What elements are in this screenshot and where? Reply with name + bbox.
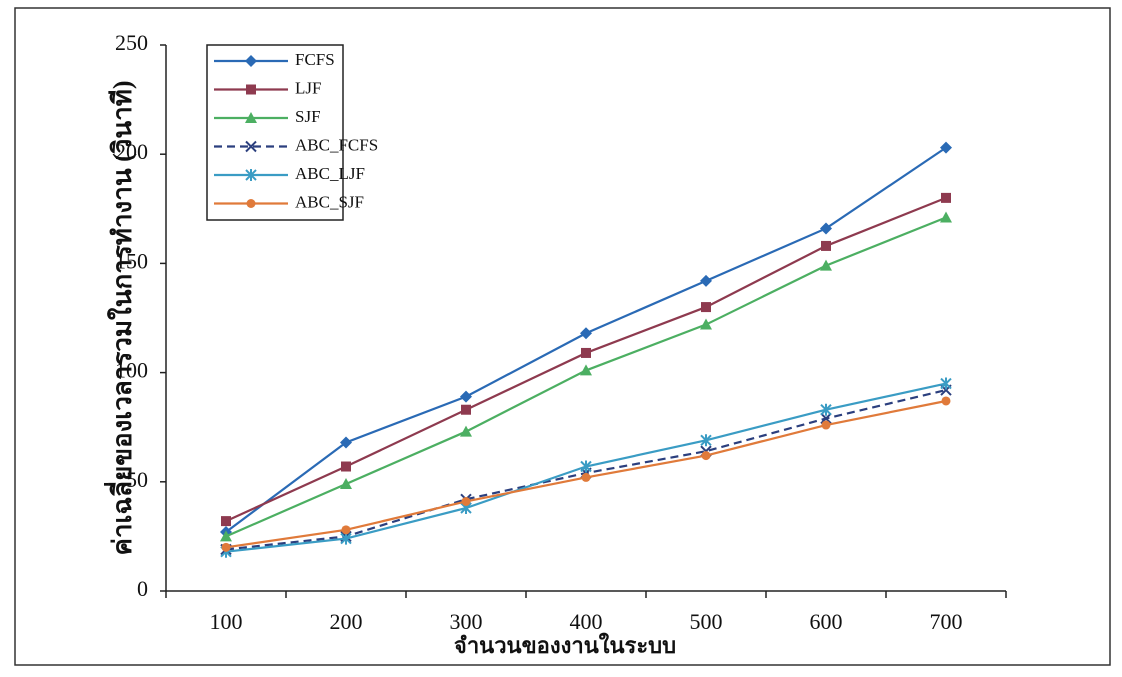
legend-label: ABC_SJF (295, 192, 364, 211)
marker (701, 451, 711, 461)
marker (940, 141, 952, 154)
x-tick-label: 400 (570, 609, 603, 634)
x-tick-label: 600 (810, 609, 843, 634)
y-tick-label: 200 (115, 139, 148, 164)
marker (700, 434, 712, 447)
legend-marker (245, 55, 257, 67)
marker (821, 420, 831, 430)
marker (580, 364, 592, 376)
legend-label: ABC_FCFS (295, 135, 378, 154)
marker (700, 274, 712, 287)
legend-label: SJF (295, 107, 321, 126)
marker (820, 412, 832, 425)
marker (341, 525, 351, 535)
marker (221, 516, 231, 527)
marker (701, 302, 711, 313)
y-tick-label: 250 (115, 30, 148, 55)
marker (700, 318, 712, 330)
legend-marker (245, 112, 257, 123)
x-tick-label: 500 (690, 609, 723, 634)
marker (220, 530, 232, 542)
marker (221, 542, 231, 552)
marker (460, 390, 472, 403)
y-axis-label: ค่าเฉลี่ยของเวลารวมในการทำงาน (วินาที) (103, 80, 137, 555)
series-line (225, 216, 947, 538)
marker (340, 436, 352, 449)
legend-marker (246, 84, 256, 95)
marker (821, 240, 831, 251)
x-tick-label: 700 (930, 609, 963, 634)
legend-marker (246, 199, 256, 208)
frame (14, 7, 1111, 666)
marker (341, 461, 351, 472)
y-tick-label: 100 (115, 358, 148, 383)
x-axis-label: จำนวนของงานในระบบ (454, 632, 676, 658)
marker (941, 192, 951, 203)
y-tick-label: 0 (137, 576, 148, 601)
legend-marker (245, 169, 257, 181)
legend-label: FCFS (295, 50, 335, 69)
legend-box (206, 44, 344, 221)
marker (820, 259, 832, 271)
marker (581, 347, 591, 358)
marker (820, 222, 832, 235)
marker (580, 327, 592, 340)
marker (581, 472, 591, 482)
marker (940, 211, 952, 223)
marker (941, 396, 951, 406)
marker (461, 496, 471, 506)
legend-marker (245, 140, 257, 153)
marker (580, 460, 592, 473)
x-tick-label: 300 (450, 609, 483, 634)
marker (460, 425, 472, 437)
x-tick-label: 100 (210, 609, 243, 634)
marker (820, 403, 832, 416)
marker (340, 477, 352, 489)
legend-label: LJF (295, 78, 321, 97)
marker (461, 404, 471, 415)
y-tick-label: 150 (115, 248, 148, 273)
y-tick-label: 50 (126, 467, 148, 492)
marker (940, 377, 952, 390)
x-tick-label: 200 (330, 609, 363, 634)
marker (340, 532, 352, 545)
legend-label: ABC_LJF (295, 164, 365, 183)
